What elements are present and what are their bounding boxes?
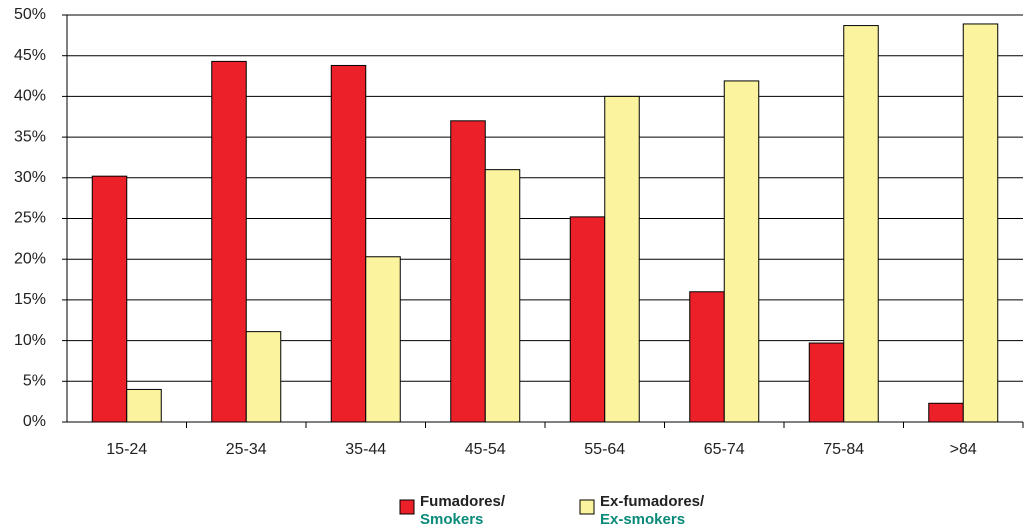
legend-sublabel: Ex-smokers <box>600 511 685 528</box>
y-tick-label: 0% <box>23 413 46 430</box>
y-tick-label: 35% <box>14 128 46 145</box>
bar <box>604 95 640 423</box>
bar <box>450 120 486 423</box>
bar <box>569 216 606 423</box>
x-tick-label: 35-44 <box>345 441 386 458</box>
legend-swatch <box>399 499 415 515</box>
bar <box>689 291 725 423</box>
y-tick-label: 40% <box>14 88 46 105</box>
bar <box>723 80 760 423</box>
y-tick-label: 45% <box>14 47 46 64</box>
legend-sublabel: Smokers <box>420 511 483 528</box>
y-tick-label: 50% <box>14 6 46 23</box>
bar <box>211 60 247 423</box>
bar <box>843 25 879 423</box>
x-tick-label: 45-54 <box>465 441 506 458</box>
bar <box>126 388 162 423</box>
bar <box>484 169 521 423</box>
y-tick-label: 10% <box>14 332 46 349</box>
bar <box>808 342 845 423</box>
y-tick-label: 25% <box>14 210 46 227</box>
bar <box>365 256 401 423</box>
y-tick-label: 20% <box>14 250 46 267</box>
x-tick-label: 75-84 <box>823 441 864 458</box>
bar <box>245 331 282 423</box>
bar <box>928 402 964 423</box>
y-tick-label: 5% <box>23 373 46 390</box>
bar <box>962 23 999 423</box>
bar <box>91 175 128 423</box>
x-tick-label: 55-64 <box>584 441 625 458</box>
legend-swatch <box>579 499 595 515</box>
legend-entry: Ex-fumadores/Ex-smokers <box>579 493 705 528</box>
x-tick-label: 65-74 <box>704 441 745 458</box>
y-tick-label: 30% <box>14 169 46 186</box>
x-tick-label: >84 <box>950 441 977 458</box>
legend-entry: Fumadores/Smokers <box>399 493 506 528</box>
legend-label: Ex-fumadores/ <box>600 493 705 510</box>
y-tick-label: 15% <box>14 291 46 308</box>
x-tick-label: 15-24 <box>106 441 147 458</box>
bar <box>330 64 367 423</box>
x-tick-label: 25-34 <box>226 441 267 458</box>
legend-label: Fumadores/ <box>420 493 506 510</box>
